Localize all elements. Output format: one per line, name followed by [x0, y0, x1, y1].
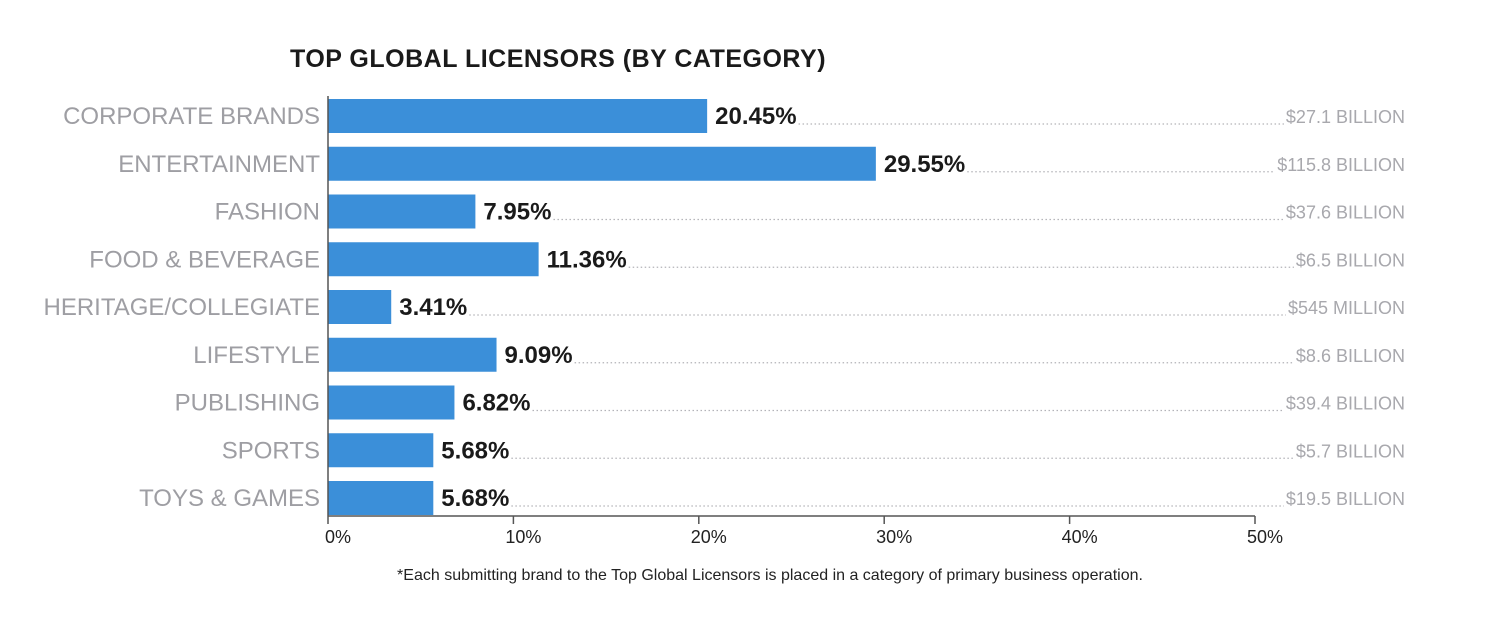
category-label: SPORTS: [222, 437, 320, 464]
bar: [328, 194, 476, 229]
revenue-label: $19.5 BILLION: [1286, 489, 1405, 509]
revenue-label: $5.7 BILLION: [1296, 441, 1405, 461]
category-label: LIFESTYLE: [193, 342, 320, 369]
value-label: 29.55%: [884, 151, 965, 178]
category-label: FASHION: [215, 199, 320, 226]
revenue-label: $37.6 BILLION: [1286, 203, 1405, 223]
revenue-label: $39.4 BILLION: [1286, 394, 1405, 414]
x-axis: 0% 10% 20% 30% 40% 50%: [325, 96, 1283, 547]
bar: [328, 433, 434, 468]
category-label: TOYS & GAMES: [139, 485, 320, 512]
bar: [328, 337, 497, 372]
bar: [328, 290, 392, 324]
value-label: 11.36%: [547, 246, 627, 273]
value-label: 6.82%: [462, 390, 530, 417]
chart-title: TOP GLOBAL LICENSORS (BY CATEGORY): [290, 45, 826, 73]
x-tick-label: 50%: [1247, 527, 1283, 547]
bar: [328, 242, 539, 277]
value-label: 3.41%: [399, 294, 467, 321]
value-label: 5.68%: [441, 437, 509, 464]
bar: [328, 481, 434, 515]
bar: [328, 146, 876, 181]
bars-layer: CORPORATE BRANDS 20.45% $27.1 BILLION ENTER…: [43, 99, 1405, 515]
category-label: HERITAGE/COLLEGIATE: [43, 294, 320, 321]
category-label: CORPORATE BRANDS: [63, 103, 320, 130]
value-label: 5.68%: [441, 485, 509, 512]
value-label: 9.09%: [505, 342, 573, 369]
category-label: ENTERTAINMENT: [118, 151, 320, 178]
x-tick-label: 40%: [1062, 527, 1098, 547]
x-tick-label: 0%: [325, 527, 351, 547]
revenue-label: $545 MILLION: [1288, 298, 1405, 318]
bar: [328, 99, 708, 133]
category-label: PUBLISHING: [175, 390, 320, 417]
value-label: 7.95%: [483, 199, 551, 226]
footnote: *Each submitting brand to the Top Global…: [397, 567, 1143, 584]
category-label: FOOD & BEVERAGE: [89, 246, 320, 273]
bar: [328, 385, 455, 420]
x-tick-label: 10%: [505, 527, 541, 547]
value-label: 20.45%: [715, 103, 796, 130]
revenue-label: $8.6 BILLION: [1296, 346, 1405, 366]
x-tick-label: 20%: [691, 527, 727, 547]
revenue-label: $115.8 BILLION: [1277, 155, 1405, 175]
revenue-label: $27.1 BILLION: [1286, 107, 1405, 127]
x-tick-label: 30%: [876, 527, 912, 547]
revenue-label: $6.5 BILLION: [1296, 250, 1405, 270]
